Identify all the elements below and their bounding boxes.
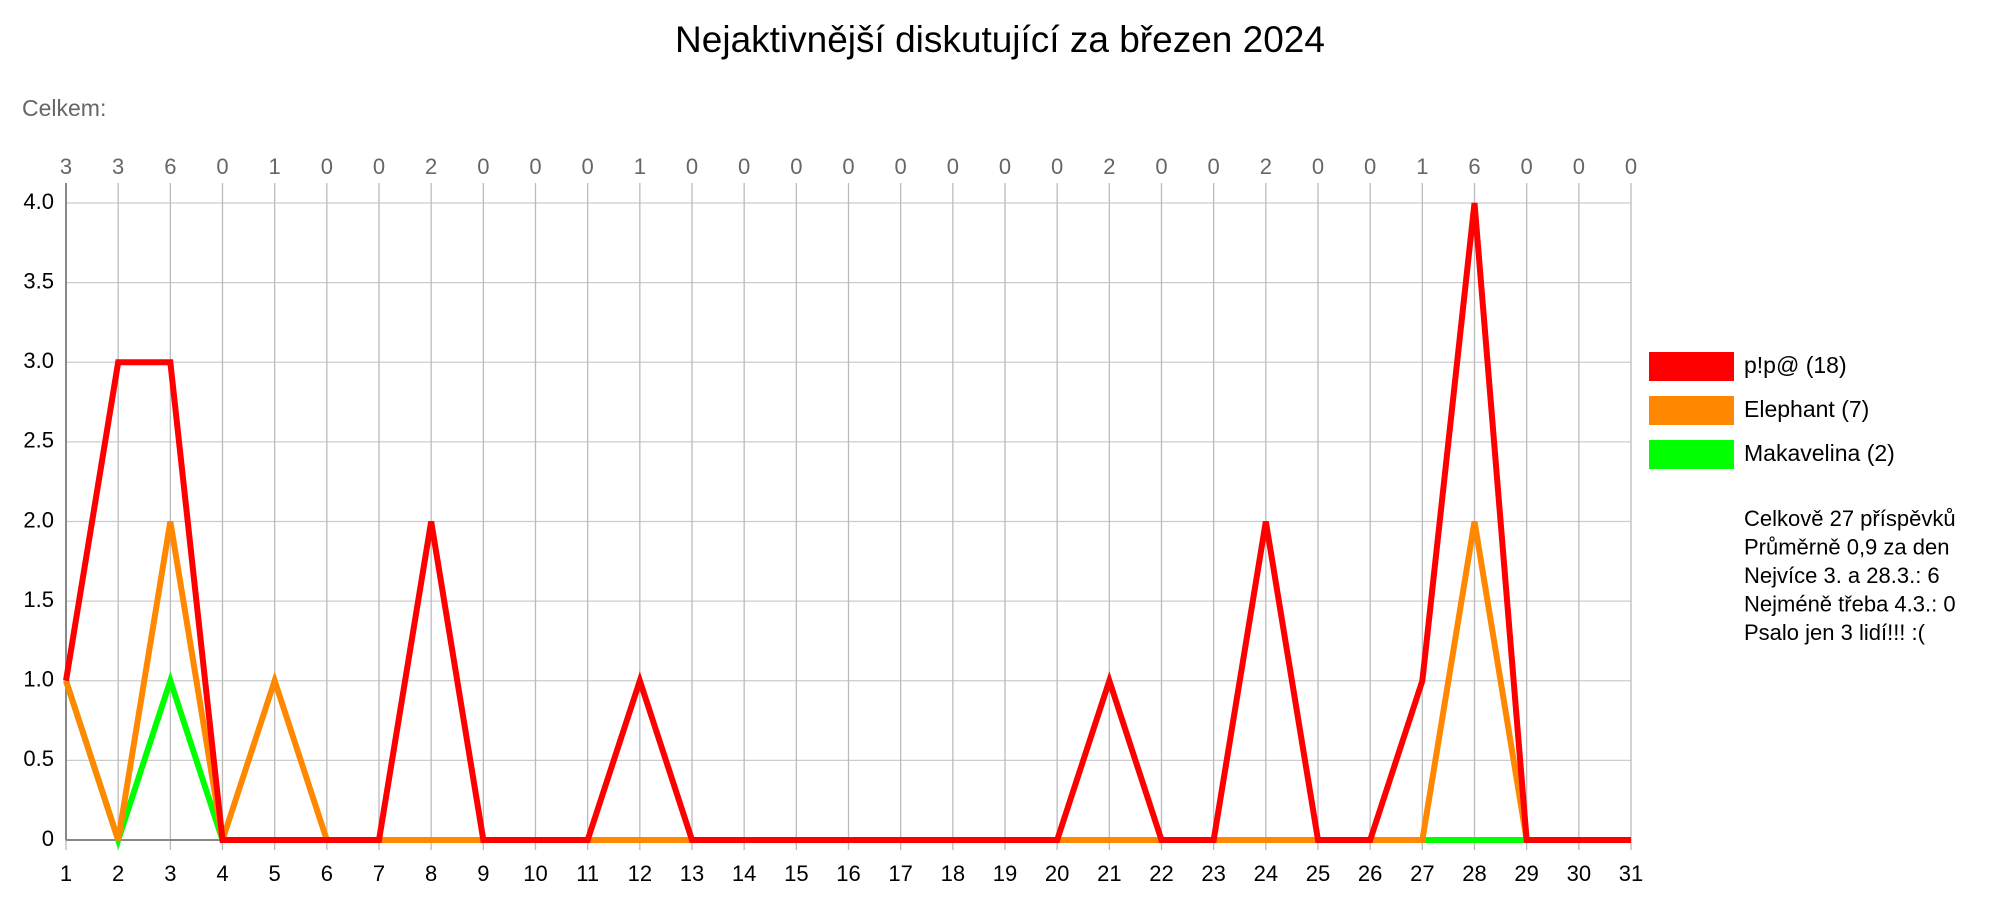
x-tick-label: 17 (888, 861, 912, 886)
x-tick-label: 31 (1619, 861, 1643, 886)
daily-total: 2 (1103, 154, 1115, 179)
x-tick-label: 16 (836, 861, 860, 886)
x-tick-label: 14 (732, 861, 756, 886)
daily-total: 0 (842, 154, 854, 179)
daily-total: 0 (321, 154, 333, 179)
x-tick-label: 19 (993, 861, 1017, 886)
y-tick-label: 3.0 (23, 348, 54, 373)
series-line (63, 202, 1631, 843)
daily-total: 2 (1260, 154, 1272, 179)
x-tick-label: 2 (112, 861, 124, 886)
daily-total: 0 (738, 154, 750, 179)
x-tick-label: 15 (784, 861, 808, 886)
x-tick-label: 3 (164, 861, 176, 886)
x-tick-label: 27 (1410, 861, 1434, 886)
daily-total: 0 (1364, 154, 1376, 179)
x-tick-label: 5 (269, 861, 281, 886)
x-tick-label: 21 (1097, 861, 1121, 886)
y-tick-label: 0 (42, 826, 54, 851)
daily-total: 3 (60, 154, 72, 179)
daily-total: 0 (790, 154, 802, 179)
y-tick-label: 4.0 (23, 189, 54, 214)
x-tick-label: 10 (523, 861, 547, 886)
annotation: Nejvíce 3. a 28.3.: 6 (1744, 563, 1940, 588)
daily-total: 0 (1312, 154, 1324, 179)
daily-total: 0 (1521, 154, 1533, 179)
daily-total: 2 (425, 154, 437, 179)
daily-total: 3 (112, 154, 124, 179)
x-tick-label: 13 (680, 861, 704, 886)
x-tick-label: 12 (628, 861, 652, 886)
daily-total: 0 (477, 154, 489, 179)
annotation: Celkově 27 příspěvků (1744, 506, 1956, 531)
y-tick-label: 1.0 (23, 667, 54, 692)
x-tick-label: 11 (576, 861, 599, 886)
legend-label: Makavelina (2) (1744, 440, 1895, 466)
annotation: Průměrně 0,9 za den (1744, 534, 1949, 559)
legend-swatch (1649, 440, 1734, 469)
daily-total: 0 (1573, 154, 1585, 179)
daily-total: 6 (1468, 154, 1480, 179)
daily-total: 0 (1208, 154, 1220, 179)
x-tick-label: 18 (941, 861, 965, 886)
daily-total: 0 (582, 154, 594, 179)
annotation: Nejméně třeba 4.3.: 0 (1744, 591, 1956, 616)
daily-total: 0 (529, 154, 541, 179)
x-tick-label: 25 (1306, 861, 1330, 886)
legend-label: Elephant (7) (1744, 396, 1869, 422)
daily-total: 0 (895, 154, 907, 179)
x-tick-label: 26 (1358, 861, 1382, 886)
x-tick-label: 8 (425, 861, 437, 886)
x-tick-label: 1 (60, 861, 72, 886)
y-tick-label: 0.5 (23, 746, 54, 771)
legend-swatch (1649, 352, 1734, 381)
chart-title: Nejaktivnější diskutující za březen 2024 (675, 19, 1325, 60)
y-tick-label: 1.5 (23, 587, 54, 612)
legend-label: p!p@ (18) (1744, 352, 1847, 378)
x-tick-label: 28 (1462, 861, 1486, 886)
daily-total: 0 (373, 154, 385, 179)
x-tick-label: 6 (321, 861, 333, 886)
x-tick-label: 20 (1045, 861, 1069, 886)
daily-total: 0 (686, 154, 698, 179)
x-tick-label: 29 (1514, 861, 1538, 886)
daily-total: 0 (947, 154, 959, 179)
legend-swatch (1649, 396, 1734, 425)
x-tick-label: 23 (1201, 861, 1225, 886)
x-tick-label: 30 (1567, 861, 1591, 886)
totals-label: Celkem: (22, 95, 106, 121)
daily-total: 0 (216, 154, 228, 179)
daily-total: 1 (1416, 154, 1428, 179)
x-tick-label: 9 (477, 861, 489, 886)
daily-total: 0 (1625, 154, 1637, 179)
y-tick-label: 2.5 (23, 428, 54, 453)
annotation: Psalo jen 3 lidí!!! :( (1744, 620, 1926, 645)
daily-total: 1 (634, 154, 646, 179)
daily-total: 0 (1155, 154, 1167, 179)
daily-total: 6 (164, 154, 176, 179)
daily-total: 0 (1051, 154, 1063, 179)
x-tick-label: 22 (1149, 861, 1173, 886)
x-tick-label: 7 (373, 861, 385, 886)
daily-total: 0 (999, 154, 1011, 179)
y-tick-label: 3.5 (23, 268, 54, 293)
daily-total: 1 (269, 154, 281, 179)
x-tick-label: 4 (216, 861, 228, 886)
x-tick-label: 24 (1254, 861, 1278, 886)
y-tick-label: 2.0 (23, 507, 54, 532)
